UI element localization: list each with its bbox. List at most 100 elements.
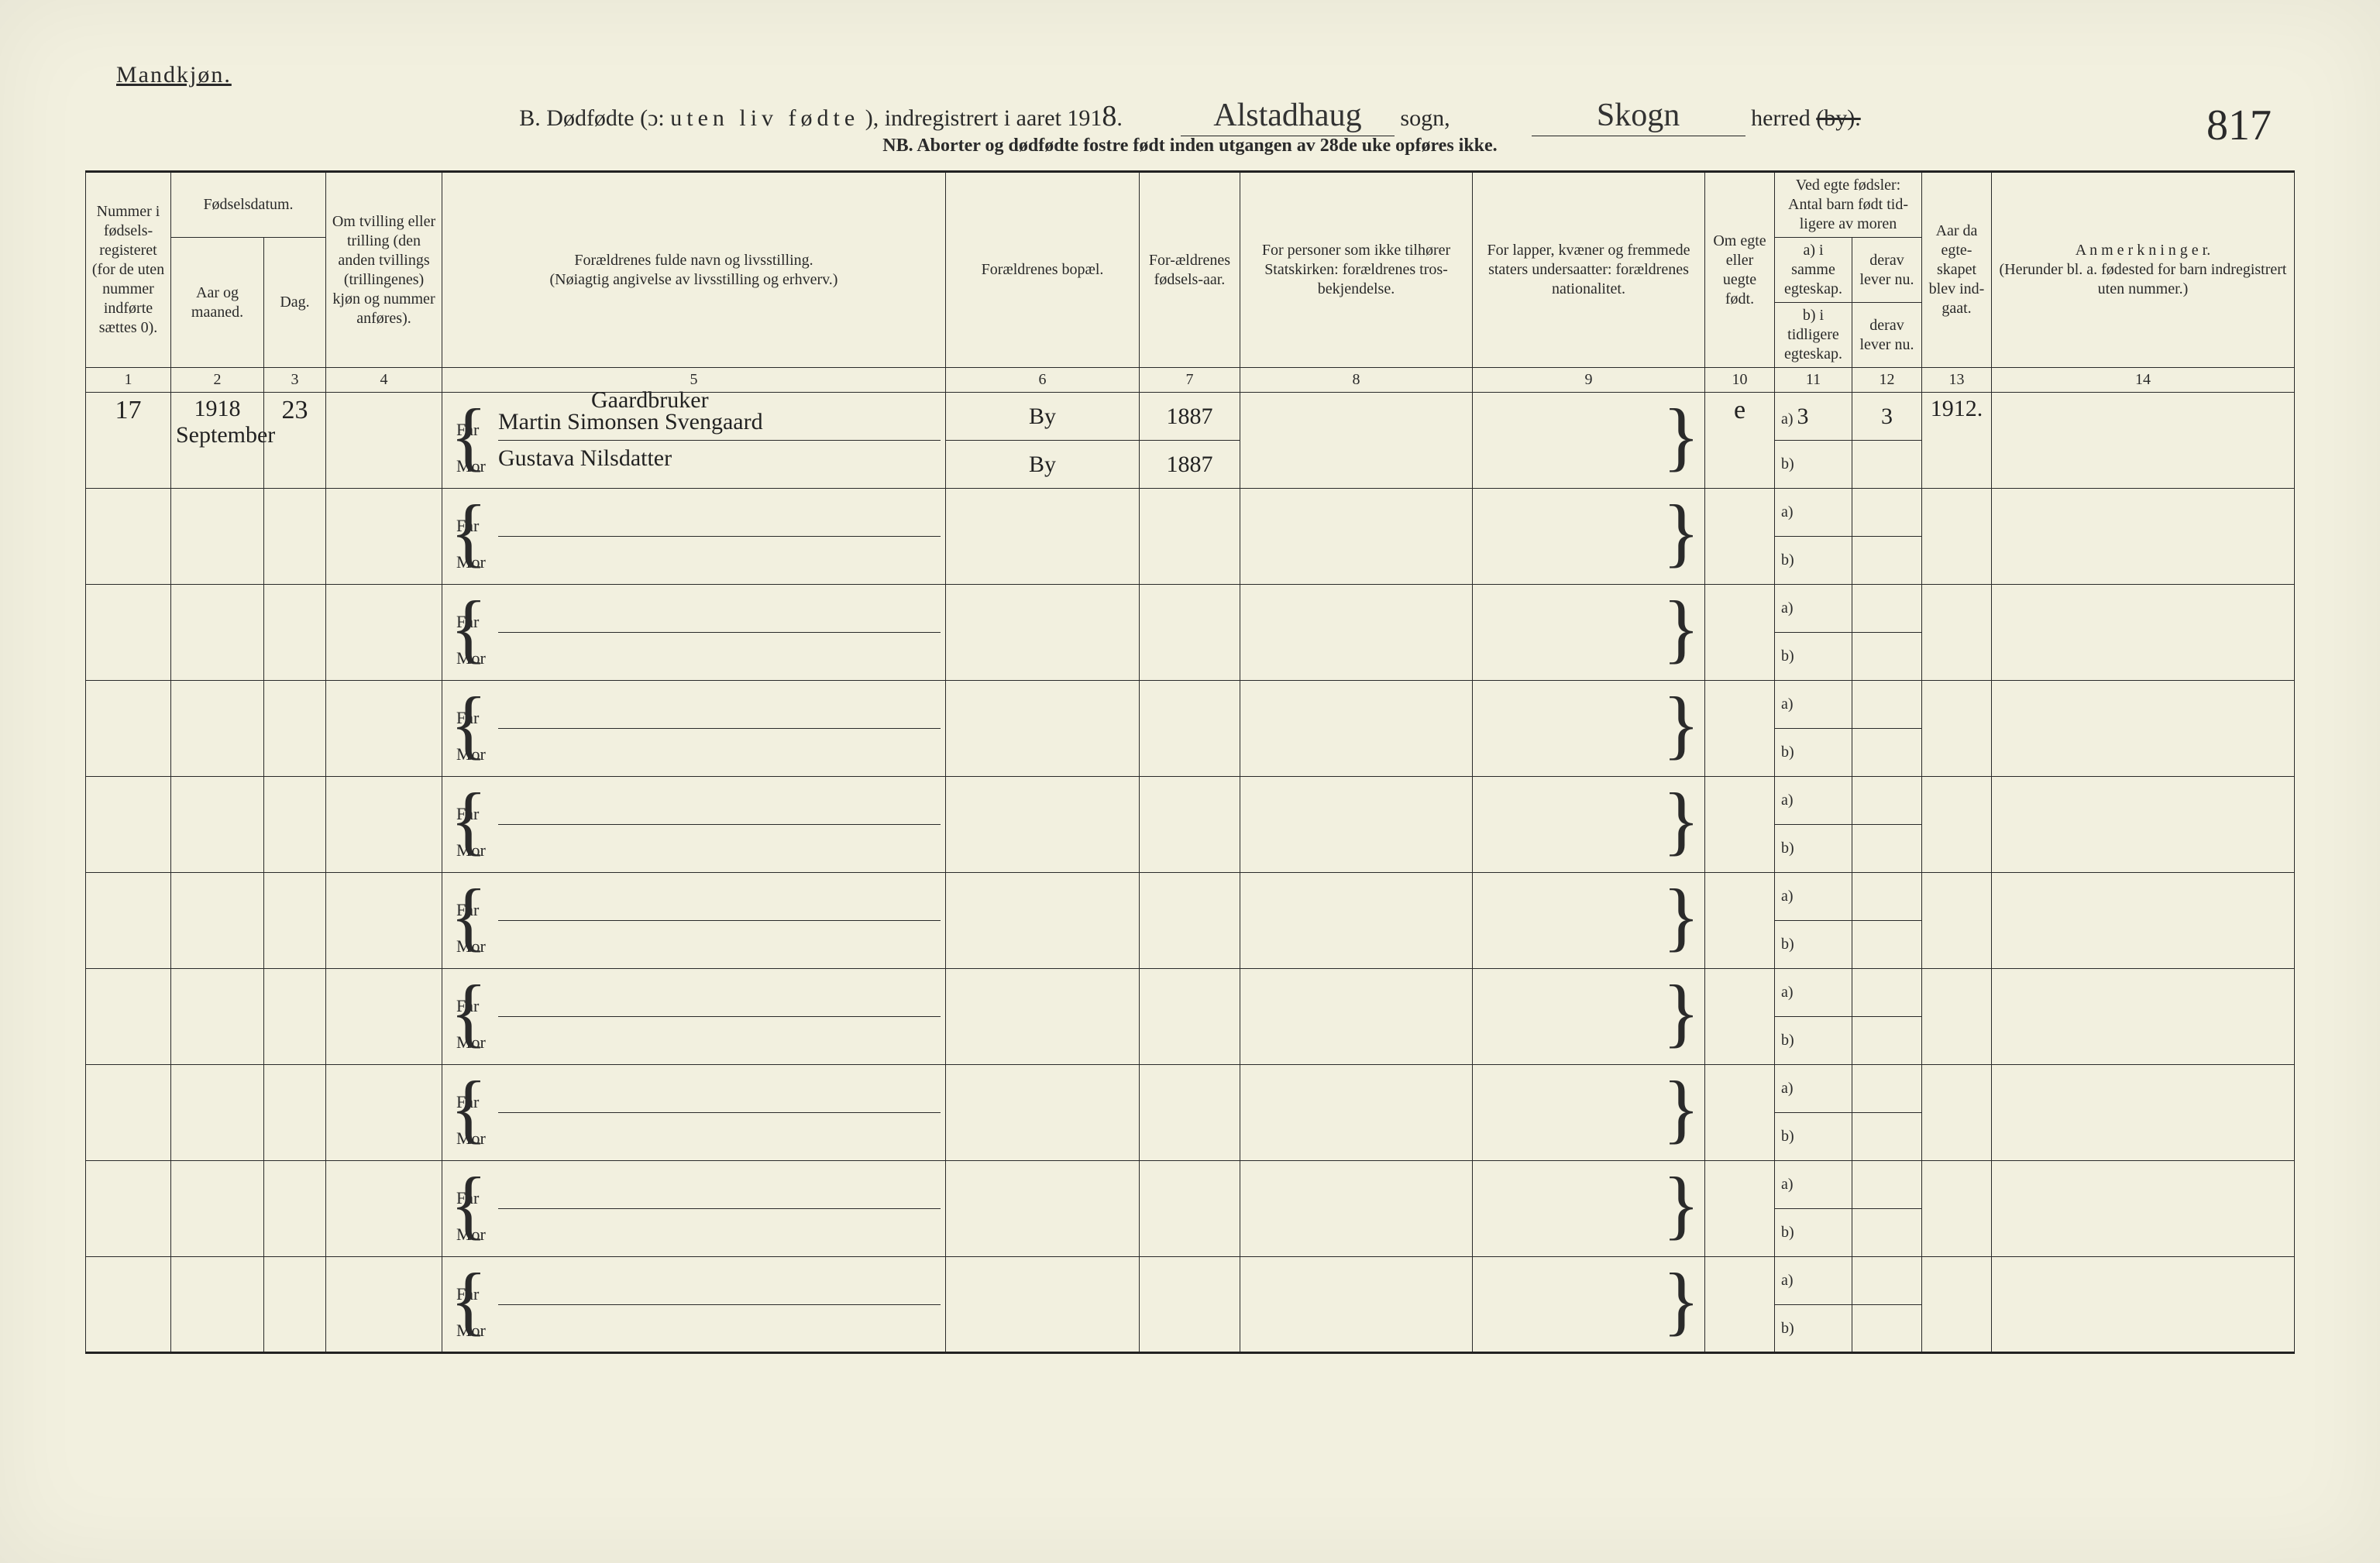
a-lever-val: 3 (1881, 404, 1893, 429)
blank-cell (1705, 1257, 1775, 1353)
col-12a-header: derav lever nu. (1852, 238, 1922, 303)
a-label: a) (1781, 411, 1794, 428)
blank-cell (171, 1257, 264, 1353)
blank-cell (86, 873, 171, 969)
blank-cell (86, 969, 171, 1065)
blank-cell (86, 1065, 171, 1161)
blank-cell (946, 681, 1140, 777)
blank-cell: } (1473, 777, 1705, 873)
blank-11b: b) (1775, 537, 1852, 585)
blank-12b (1852, 921, 1922, 969)
blank-cell (946, 873, 1140, 969)
mor-label: Mor (456, 1121, 486, 1156)
blank-cell (171, 777, 264, 873)
col-7-header: For-ældrenes fødsels-aar. (1140, 172, 1240, 368)
blank-cell (86, 777, 171, 873)
blank-cell (1992, 681, 2295, 777)
blank-cell (1922, 777, 1992, 873)
blank-cell (86, 681, 171, 777)
far-line: Far Gaardbruker Martin Simonsen Svengaar… (498, 404, 941, 441)
blank-cell (264, 489, 326, 585)
blank-cell (264, 969, 326, 1065)
far-label: Far (456, 604, 479, 640)
blank-cell (326, 585, 442, 681)
blank-row: {FarMor}a) (86, 585, 2295, 633)
blank-12a (1852, 1065, 1922, 1113)
blank-cell (946, 969, 1140, 1065)
blank-cell (1140, 585, 1240, 681)
col-11a-header: a) i samme egteskap. (1775, 238, 1852, 303)
blank-cell: } (1473, 585, 1705, 681)
faar-far: 1887 (1140, 393, 1240, 441)
blank-cell (171, 585, 264, 681)
blank-cell (1240, 1065, 1473, 1161)
blank-cell: } (1473, 1065, 1705, 1161)
herred-label: herred (1751, 105, 1811, 131)
blank-cell (326, 1065, 442, 1161)
herred-handwritten: Skogn (1597, 98, 1680, 133)
blank-cell (264, 1257, 326, 1353)
mor-label: Mor (456, 544, 486, 580)
blank-row: {FarMor}a) (86, 873, 2295, 921)
blank-cell (86, 1161, 171, 1257)
blank-cell (1922, 1065, 1992, 1161)
blank-cell (1705, 777, 1775, 873)
table-head: Nummer i fødsels-registeret (for de uten… (86, 172, 2295, 393)
egteaar-val: 1912. (1931, 396, 1983, 421)
title-line: B. Dødfødte (ɔ: uten liv fødte ), indreg… (0, 97, 2380, 136)
mor-label: Mor (456, 929, 486, 964)
far-label: Far (456, 892, 479, 928)
entry-number: 17 (86, 393, 171, 489)
blank-row: {FarMor}a) (86, 681, 2295, 729)
blank-12b (1852, 1305, 1922, 1353)
mor-label: Mor (456, 1025, 486, 1060)
blank-11a: a) (1775, 873, 1852, 921)
colnum: 7 (1140, 368, 1240, 393)
entry-11a: a) 3 (1775, 393, 1852, 441)
entry-twin (326, 393, 442, 489)
colnum: 12 (1852, 368, 1922, 393)
far-line: Far (498, 788, 941, 825)
blank-cell (326, 1257, 442, 1353)
blank-12b (1852, 537, 1922, 585)
mor-line: Mor (498, 1209, 941, 1245)
entry-parents: { Far Gaardbruker Martin Simonsen Svenga… (442, 393, 946, 489)
mor-label: Mor (456, 641, 486, 676)
blank-cell (326, 969, 442, 1065)
colnum: 2 (171, 368, 264, 393)
blank-cell: } (1473, 681, 1705, 777)
blank-cell (171, 969, 264, 1065)
entry-egteaar: 1912. (1922, 393, 1992, 489)
sogn-handwritten: Alstadhaug (1213, 98, 1361, 133)
faar-far-val: 1887 (1167, 404, 1213, 429)
blank-cell (1140, 489, 1240, 585)
blank-cell (171, 1065, 264, 1161)
blank-11b: b) (1775, 1113, 1852, 1161)
col-12b-header: derav lever nu. (1852, 303, 1922, 368)
blank-cell (171, 873, 264, 969)
blank-cell (1705, 681, 1775, 777)
blank-parents: {FarMor (442, 681, 946, 777)
blank-cell (1922, 489, 1992, 585)
brace-right-icon: } (1663, 1166, 1700, 1243)
blank-12b (1852, 633, 1922, 681)
entry-month: September (176, 422, 275, 448)
far-label: Far (456, 796, 479, 832)
title-spaced: uten liv fødte (670, 105, 859, 131)
nb-line: NB. Aborter og dødfødte fostre født inde… (0, 136, 2380, 156)
col-6-header: Forældrenes bopæl. (946, 172, 1140, 368)
sogn-field: Alstadhaug (1181, 97, 1395, 136)
blank-cell (1922, 1257, 1992, 1353)
bopael-far: By (946, 393, 1140, 441)
blank-cell (1240, 585, 1473, 681)
blank-row: {FarMor}a) (86, 777, 2295, 825)
entry-12a: 3 (1852, 393, 1922, 441)
blank-cell (946, 489, 1140, 585)
blank-12b (1852, 1113, 1922, 1161)
blank-parents: {FarMor (442, 585, 946, 681)
blank-cell (946, 1161, 1140, 1257)
colnum: 3 (264, 368, 326, 393)
blank-row: {FarMor}a) (86, 489, 2295, 537)
blank-cell: } (1473, 489, 1705, 585)
blank-cell (326, 873, 442, 969)
